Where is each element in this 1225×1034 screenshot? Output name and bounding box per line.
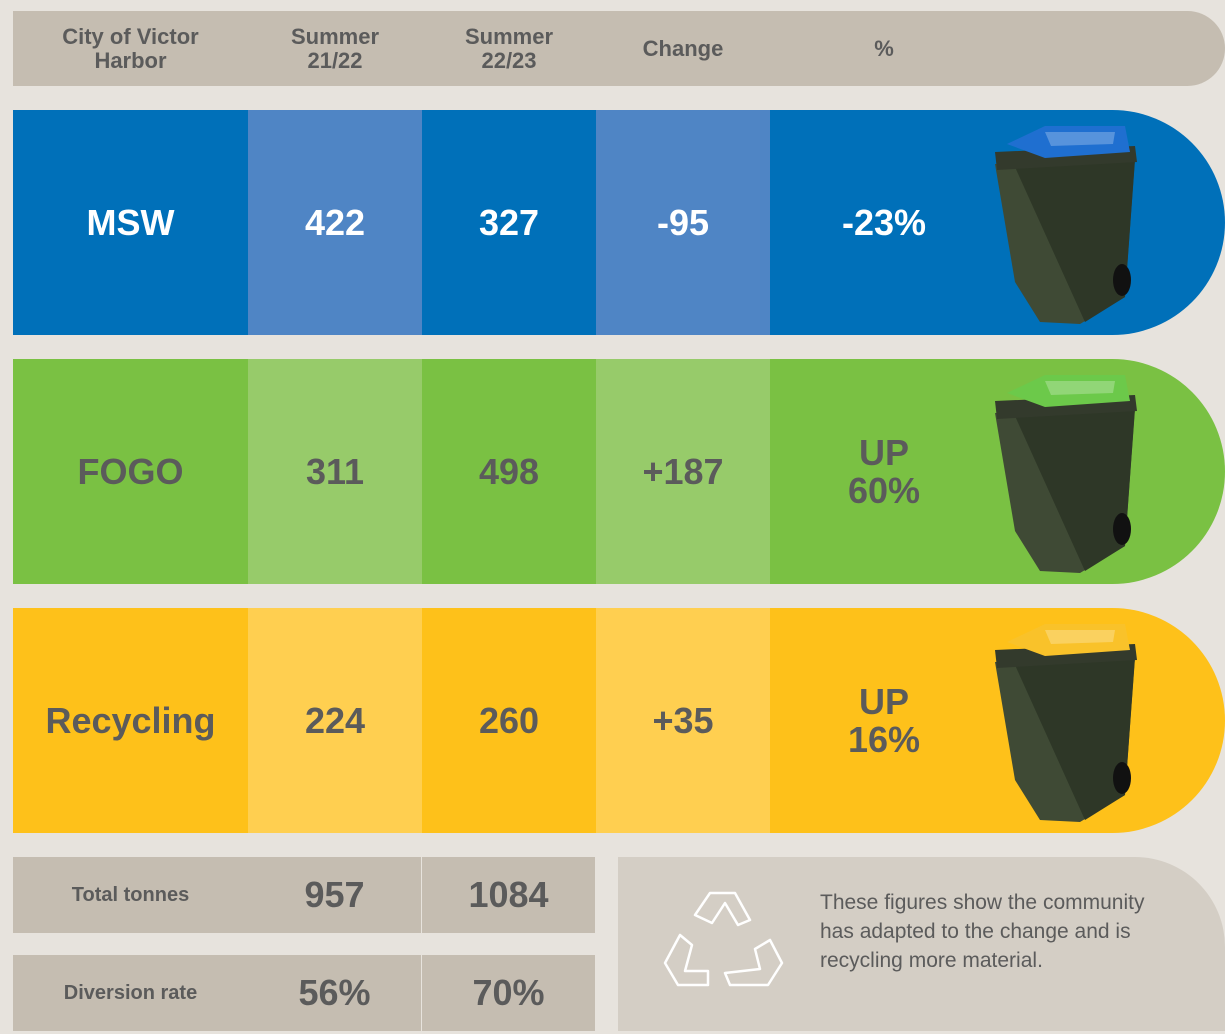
- bin-icon: [985, 371, 1145, 581]
- row-value: 327: [422, 110, 596, 335]
- row-value: +187: [596, 359, 770, 584]
- total-value: 70%: [422, 955, 595, 1031]
- header-cell: %: [770, 11, 998, 86]
- row-value: 498: [422, 359, 596, 584]
- bin-icon: [985, 122, 1145, 332]
- row-name: Recycling: [13, 608, 248, 833]
- header-cell: Summer 21/22: [248, 11, 422, 86]
- row-value: -95: [596, 110, 770, 335]
- bin-icon: [985, 620, 1145, 830]
- row-value: +35: [596, 608, 770, 833]
- row-name: FOGO: [13, 359, 248, 584]
- row-value: UP 16%: [770, 608, 998, 833]
- header-cell: Change: [596, 11, 770, 86]
- row-value: UP 60%: [770, 359, 998, 584]
- total-label: Total tonnes: [13, 857, 248, 933]
- total-value: 1084: [422, 857, 595, 933]
- total-label: Diversion rate: [13, 955, 248, 1031]
- note-text: These figures show the community has ada…: [820, 888, 1150, 975]
- header-cell: City of Victor Harbor: [13, 11, 248, 86]
- row-value: 260: [422, 608, 596, 833]
- row-value: 311: [248, 359, 422, 584]
- header-cell: Summer 22/23: [422, 11, 596, 86]
- total-value: 56%: [248, 955, 421, 1031]
- row-value: 422: [248, 110, 422, 335]
- row-value: 224: [248, 608, 422, 833]
- page: These figures show the community has ada…: [0, 0, 1225, 1034]
- row-name: MSW: [13, 110, 248, 335]
- total-value: 957: [248, 857, 421, 933]
- recycle-icon: [660, 885, 785, 1000]
- row-value: -23%: [770, 110, 998, 335]
